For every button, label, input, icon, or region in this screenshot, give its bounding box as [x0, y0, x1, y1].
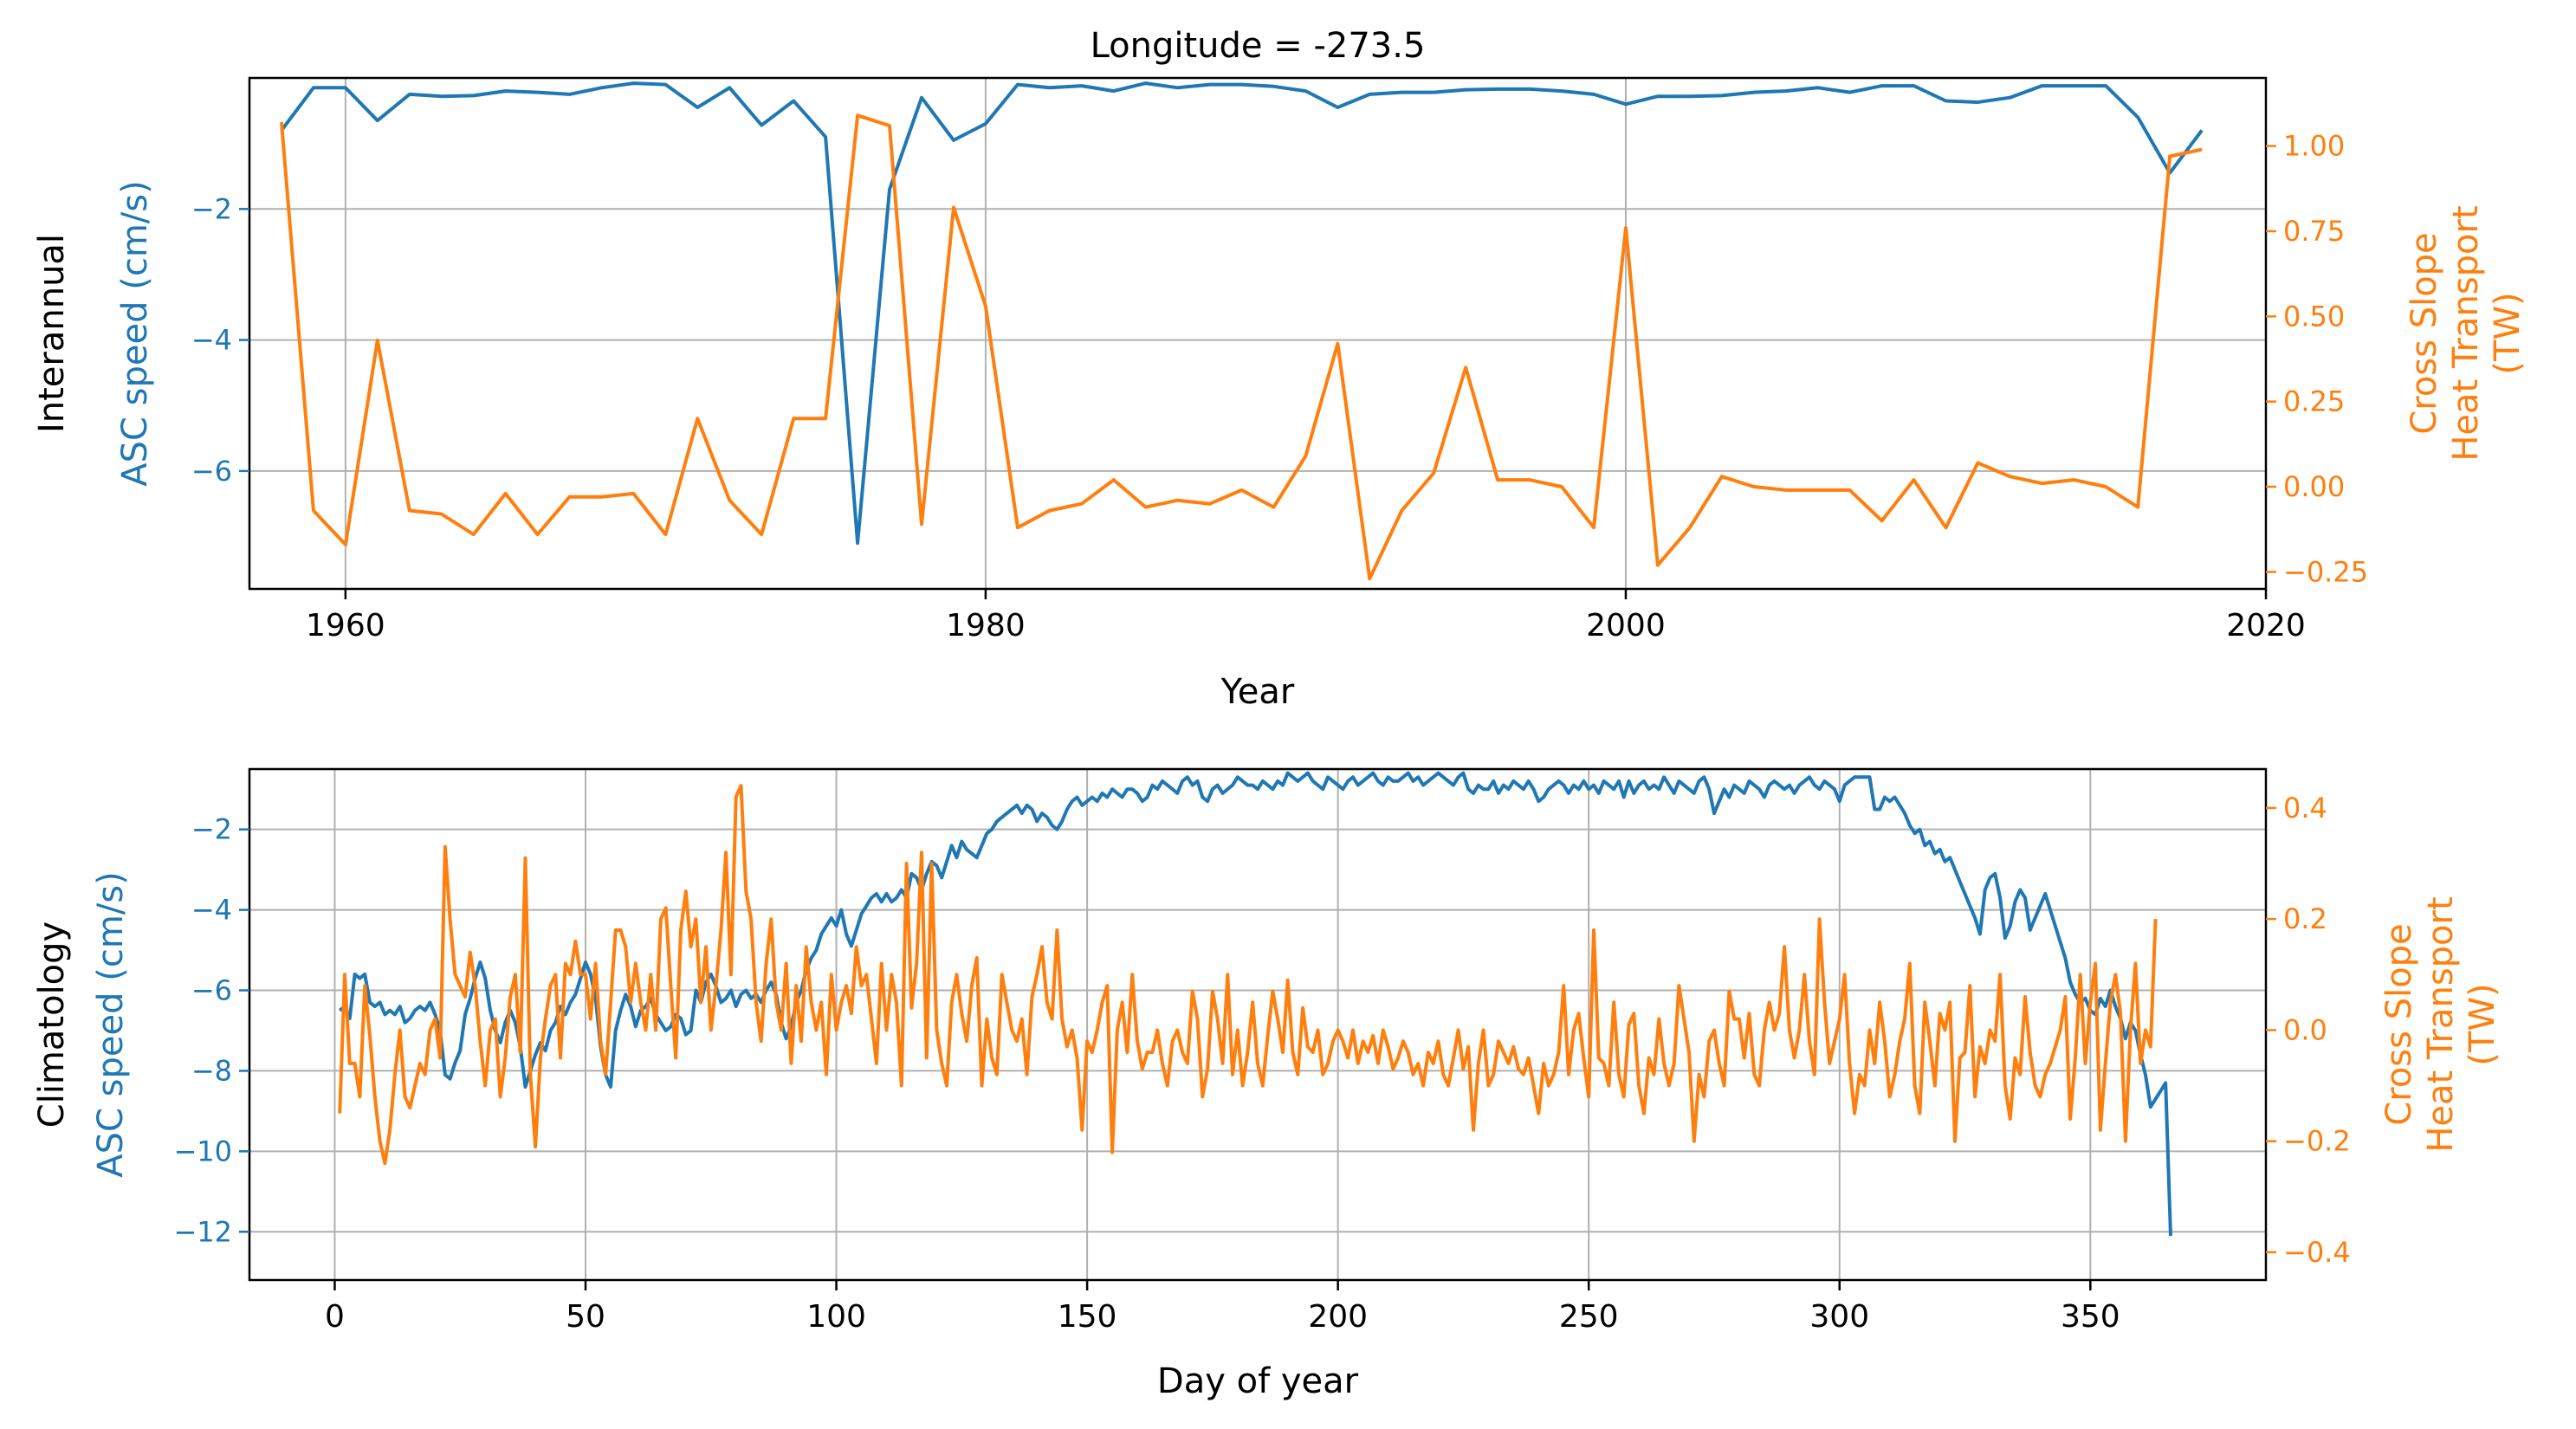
interannual-grid: [249, 78, 2267, 589]
left-y-tick-label: −2: [191, 813, 232, 846]
left-y-tick-label: −8: [191, 1054, 232, 1087]
left-y-tick-label: −2: [191, 192, 232, 225]
right-y-label-line-2: Heat Transport: [2446, 205, 2486, 461]
left-y-tick-label: −12: [173, 1215, 232, 1248]
x-tick-label: 300: [1809, 1299, 1869, 1335]
climatology-panel-label: Climatology: [32, 921, 72, 1128]
x-tick-label: 2020: [2226, 608, 2306, 643]
right-y-label-line-1: Cross Slope: [2404, 232, 2444, 434]
right-y-tick-label: −0.4: [2283, 1236, 2351, 1269]
interannual-right-y-axis-label: Cross Slope Heat Transport (TW): [2404, 205, 2527, 461]
heat-transport-series-line: [338, 784, 2158, 1166]
climatology-grid: [249, 769, 2266, 1280]
interannual-right-y-ticks: 1.00 0.75 0.50 0.25 0.00 −0.25: [2266, 130, 2368, 588]
right-y-tick-label: 0.75: [2283, 215, 2345, 248]
x-tick-label: 50: [566, 1299, 605, 1335]
right-y-label-line-1: Cross Slope: [2379, 923, 2419, 1125]
x-tick-label: 1960: [306, 608, 385, 643]
climatology-x-ticks: 0 50 100 150 200 250 300 350: [325, 1280, 2120, 1335]
left-y-tick-label: −4: [191, 324, 232, 357]
interannual-series: [280, 81, 2204, 581]
right-y-tick-label: 0.00: [2283, 470, 2345, 503]
climatology-right-y-ticks: 0.4 0.2 0.0 −0.2 −0.4: [2266, 792, 2351, 1269]
left-y-tick-label: −6: [191, 455, 232, 488]
x-tick-label: 350: [2061, 1299, 2120, 1335]
interannual-plot-frame: [248, 76, 2268, 591]
left-y-tick-label: −10: [173, 1135, 232, 1167]
right-y-tick-label: −0.2: [2283, 1125, 2351, 1158]
asc-speed-series-line: [280, 81, 2204, 546]
right-y-tick-label: −0.25: [2283, 555, 2368, 588]
interannual-x-axis-label: Year: [1220, 672, 1295, 712]
left-y-tick-label: −6: [191, 974, 232, 1007]
right-y-tick-label: 0.4: [2283, 792, 2327, 824]
x-tick-label: 150: [1058, 1299, 1117, 1335]
x-tick-label: 2000: [1586, 608, 1666, 643]
x-tick-label: 0: [325, 1299, 345, 1335]
right-y-tick-label: 0.25: [2283, 385, 2345, 418]
climatology-left-y-axis-label: ASC speed (cm/s): [91, 871, 131, 1177]
interannual-panel: 1960 1980 2000 2020 −2 −4 −6 1.00 0.75 0.50 0.25…: [32, 76, 2527, 712]
climatology-left-y-ticks: −2 −4 −6 −8 −10 −12: [173, 813, 249, 1248]
interannual-left-y-axis-label: ASC speed (cm/s): [115, 180, 155, 486]
right-y-tick-label: 1.00: [2283, 130, 2345, 163]
right-y-tick-label: 0.0: [2283, 1013, 2327, 1046]
right-y-tick-label: 0.50: [2283, 300, 2345, 333]
interannual-x-ticks: 1960 1980 2000 2020: [306, 589, 2306, 643]
climatology-panel: 0 50 100 150 200 250 300 350 −2 −4 −6 −8 −10 −12 0.4…: [32, 767, 2502, 1401]
climatology-right-y-axis-label: Cross Slope Heat Transport (TW): [2379, 896, 2502, 1152]
right-y-label-line-3: (TW): [2488, 292, 2527, 374]
right-y-label-line-2: Heat Transport: [2421, 896, 2461, 1152]
climatology-x-axis-label: Day of year: [1157, 1361, 1359, 1401]
climatology-plot-frame: [248, 767, 2268, 1282]
chart-title: Longitude = -273.5: [1091, 26, 1426, 66]
left-y-tick-label: −4: [191, 894, 232, 927]
climatology-series: [338, 771, 2172, 1236]
x-tick-label: 100: [806, 1299, 866, 1335]
right-y-label-line-3: (TW): [2463, 983, 2502, 1065]
asc-speed-series-line: [338, 771, 2172, 1236]
interannual-panel-label: Interannual: [32, 234, 72, 433]
x-tick-label: 200: [1308, 1299, 1368, 1335]
interannual-left-y-ticks: −2 −4 −6: [191, 192, 249, 488]
heat-transport-series-line: [280, 113, 2203, 581]
right-y-tick-label: 0.2: [2283, 902, 2327, 935]
x-tick-label: 250: [1559, 1299, 1619, 1335]
x-tick-label: 1980: [946, 608, 1026, 643]
